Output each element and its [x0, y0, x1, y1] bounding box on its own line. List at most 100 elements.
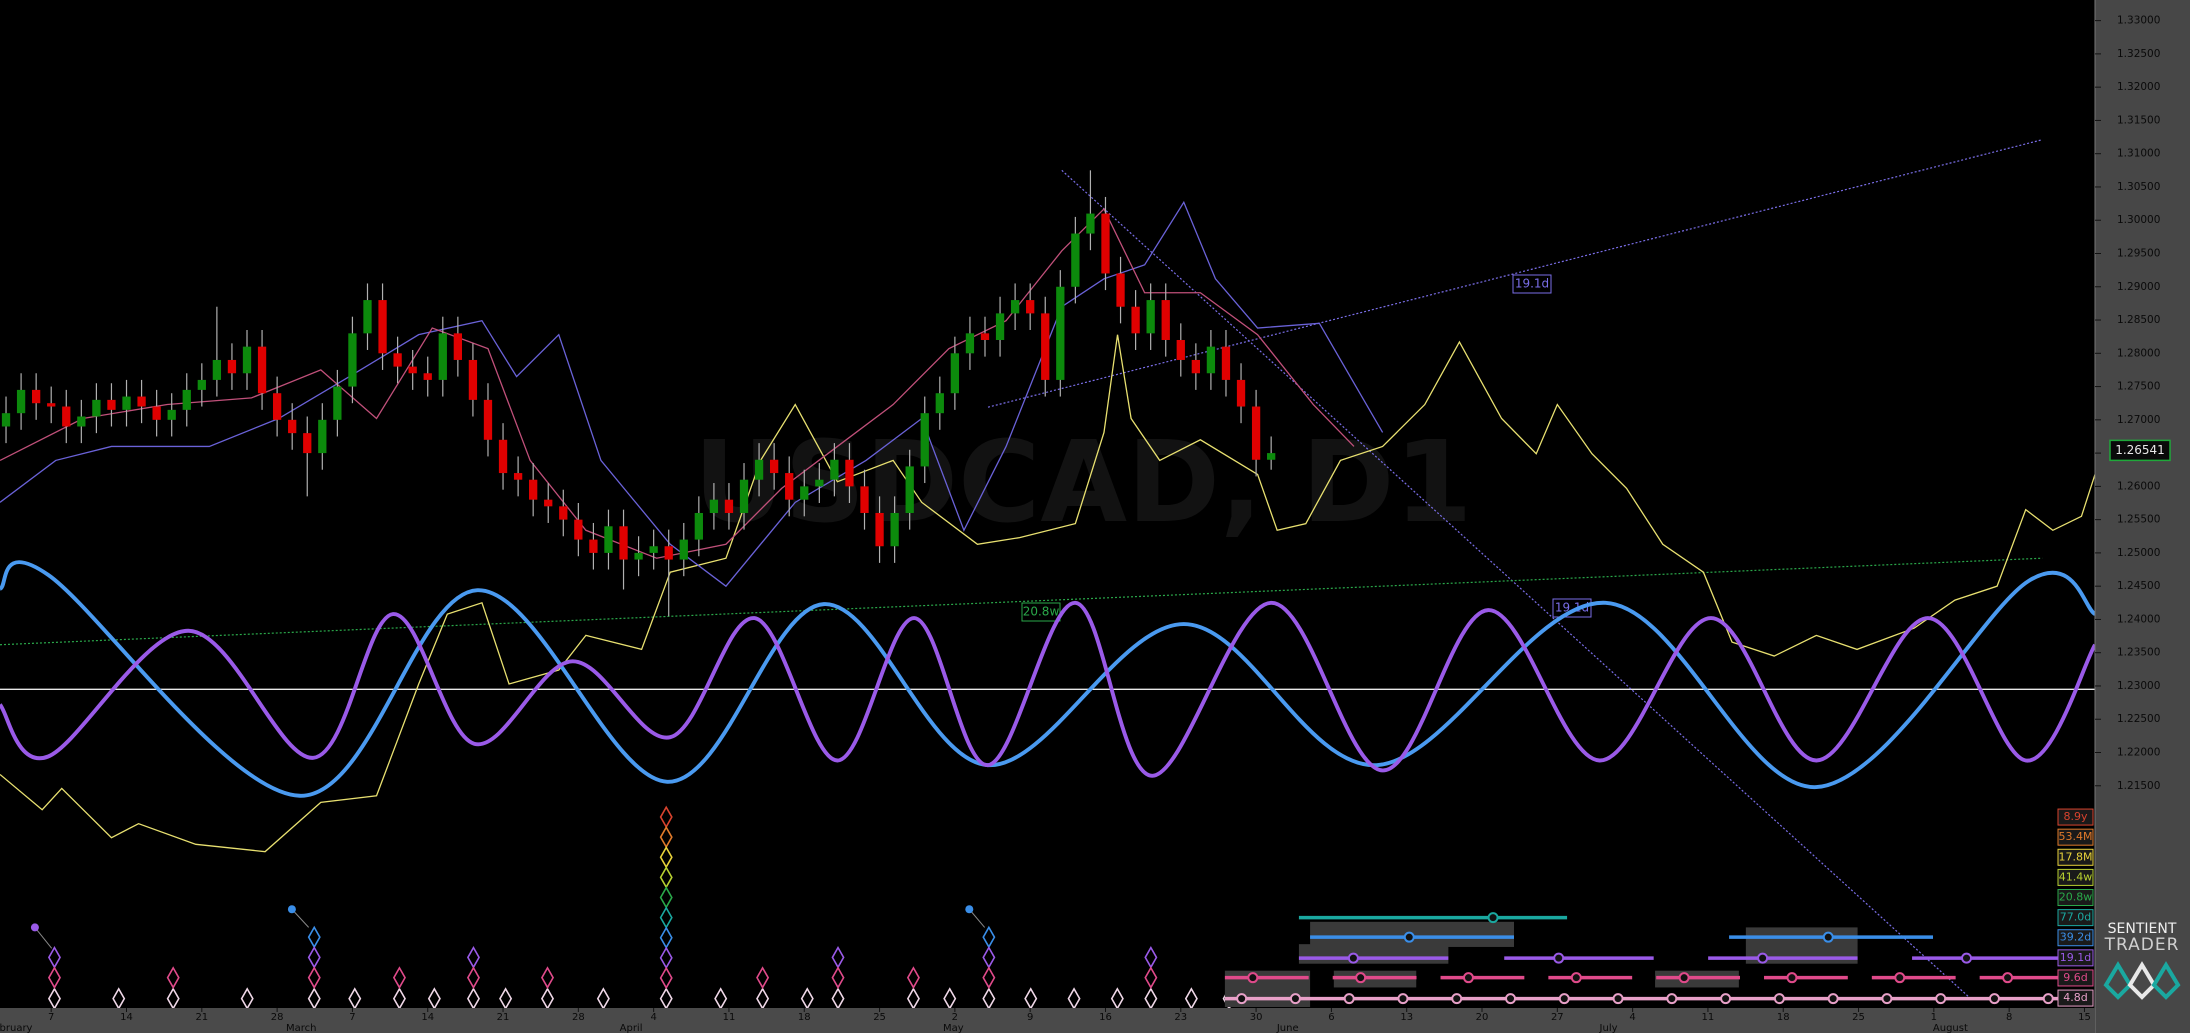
- candle-body: [544, 499, 553, 507]
- cycle-marker: [1110, 987, 1124, 1008]
- fld-point: [1397, 993, 1409, 1005]
- candle-body: [589, 539, 598, 553]
- candle-body: [935, 393, 944, 414]
- fld-point: [2042, 993, 2054, 1005]
- legend-box: [2057, 808, 2094, 826]
- candle-body: [664, 546, 673, 560]
- candle-body: [242, 346, 252, 374]
- legend-box: [2057, 828, 2094, 846]
- cycle-marker: [392, 966, 406, 990]
- candle-body: [197, 379, 206, 390]
- month-label: July: [1599, 1023, 1618, 1033]
- candle-body: [1071, 233, 1080, 287]
- last-price: 1.26541: [2115, 443, 2165, 457]
- candle-body: [333, 386, 342, 420]
- legend-box: [2057, 868, 2094, 886]
- candle-body: [423, 373, 432, 380]
- marker-stem: [34, 927, 53, 949]
- trendline-label: 20.8w: [1023, 605, 1060, 619]
- cycle-marker: [596, 987, 610, 1008]
- candle-body: [574, 519, 583, 540]
- candle-body: [529, 479, 538, 500]
- candle-body: [815, 479, 824, 487]
- candle-body: [634, 552, 643, 560]
- y-tick-label: 1.32000: [2117, 81, 2160, 93]
- cycle-marker: [112, 987, 126, 1008]
- x-tick-label: 11: [1702, 1012, 1715, 1023]
- legend-label: 41.4w: [2059, 870, 2093, 883]
- candle-body: [1, 413, 11, 427]
- candle-body: [920, 413, 929, 467]
- x-tick-label: 9: [1027, 1012, 1033, 1023]
- y-tick-label: 1.28500: [2117, 314, 2160, 326]
- x-tick-label: 20: [1476, 1012, 1489, 1023]
- x-tick-label: 21: [195, 1012, 208, 1023]
- x-tick-label: 28: [572, 1012, 585, 1023]
- fld-point: [1773, 993, 1785, 1005]
- x-tick-label: 2: [952, 1012, 958, 1023]
- candle-body: [1116, 273, 1125, 307]
- fld-point: [1451, 993, 1463, 1005]
- legend-label: 17.8M: [2059, 850, 2093, 863]
- cycle-marker: [166, 966, 180, 990]
- candle-body: [1146, 300, 1155, 334]
- cycle-marker: [659, 966, 673, 990]
- x-tick-label: 18: [1777, 1012, 1790, 1023]
- y-tick-label: 1.23000: [2117, 680, 2160, 692]
- y-tick-label: 1.28000: [2117, 347, 2160, 359]
- candle-body: [694, 512, 703, 540]
- watermark: USDCAD, D1: [694, 418, 1473, 548]
- fld-point: [1720, 993, 1732, 1005]
- fld-point: [1558, 993, 1570, 1005]
- fld-point: [1347, 952, 1359, 964]
- candle-body: [905, 466, 914, 513]
- cycle-marker: [47, 966, 61, 990]
- legend-label: 19.1d: [2060, 951, 2091, 964]
- cycle-marker: [307, 987, 321, 1008]
- candle-body: [769, 459, 779, 474]
- x-tick-label: 30: [1250, 1012, 1263, 1023]
- fld-point: [1570, 972, 1582, 984]
- candle-body: [288, 419, 297, 434]
- candle-body: [498, 439, 508, 474]
- cycle-marker: [800, 987, 814, 1008]
- candle-body: [1251, 406, 1261, 460]
- month-label: August: [1933, 1023, 1968, 1033]
- y-tick-label: 1.23500: [2117, 647, 2160, 659]
- candle-body: [92, 399, 101, 417]
- x-tick-label: 4: [1629, 1012, 1635, 1023]
- cycle-marker: [714, 987, 728, 1008]
- plot-area: 19.1d 19.1d 20.8w: [0, 139, 2095, 1008]
- candle-body: [182, 389, 191, 410]
- fld-point: [1988, 993, 2000, 1005]
- cycle-marker: [831, 966, 845, 990]
- candle-body: [1086, 213, 1095, 234]
- x-tick-label: 25: [873, 1012, 886, 1023]
- trendline: [987, 139, 2043, 408]
- cycle-marker: [831, 987, 845, 1008]
- logo-shape: [2151, 961, 2181, 1000]
- trendline-label-box: [1552, 598, 1592, 618]
- candle-body: [1236, 379, 1246, 407]
- fld-point: [1961, 952, 1973, 964]
- x-tick-label: 16: [1099, 1012, 1112, 1023]
- candle-body: [649, 546, 658, 553]
- cycle-marker: [982, 966, 996, 990]
- legend-label: 4.8d: [2063, 991, 2087, 1004]
- cycle-marker: [943, 987, 957, 1008]
- month-label: June: [1276, 1023, 1299, 1033]
- marker-dot: [30, 923, 39, 932]
- candle-body: [1161, 300, 1170, 340]
- y-tick-label: 1.22500: [2117, 713, 2160, 725]
- candle-body: [438, 333, 447, 380]
- candle-body: [32, 389, 41, 404]
- cycle-marker: [1144, 987, 1158, 1008]
- x-tick-label: 25: [1852, 1012, 1865, 1023]
- y-tick-label: 1.29000: [2117, 281, 2160, 293]
- fld-point: [1487, 912, 1499, 924]
- candle-body: [965, 333, 975, 354]
- cycle-marker: [499, 987, 513, 1008]
